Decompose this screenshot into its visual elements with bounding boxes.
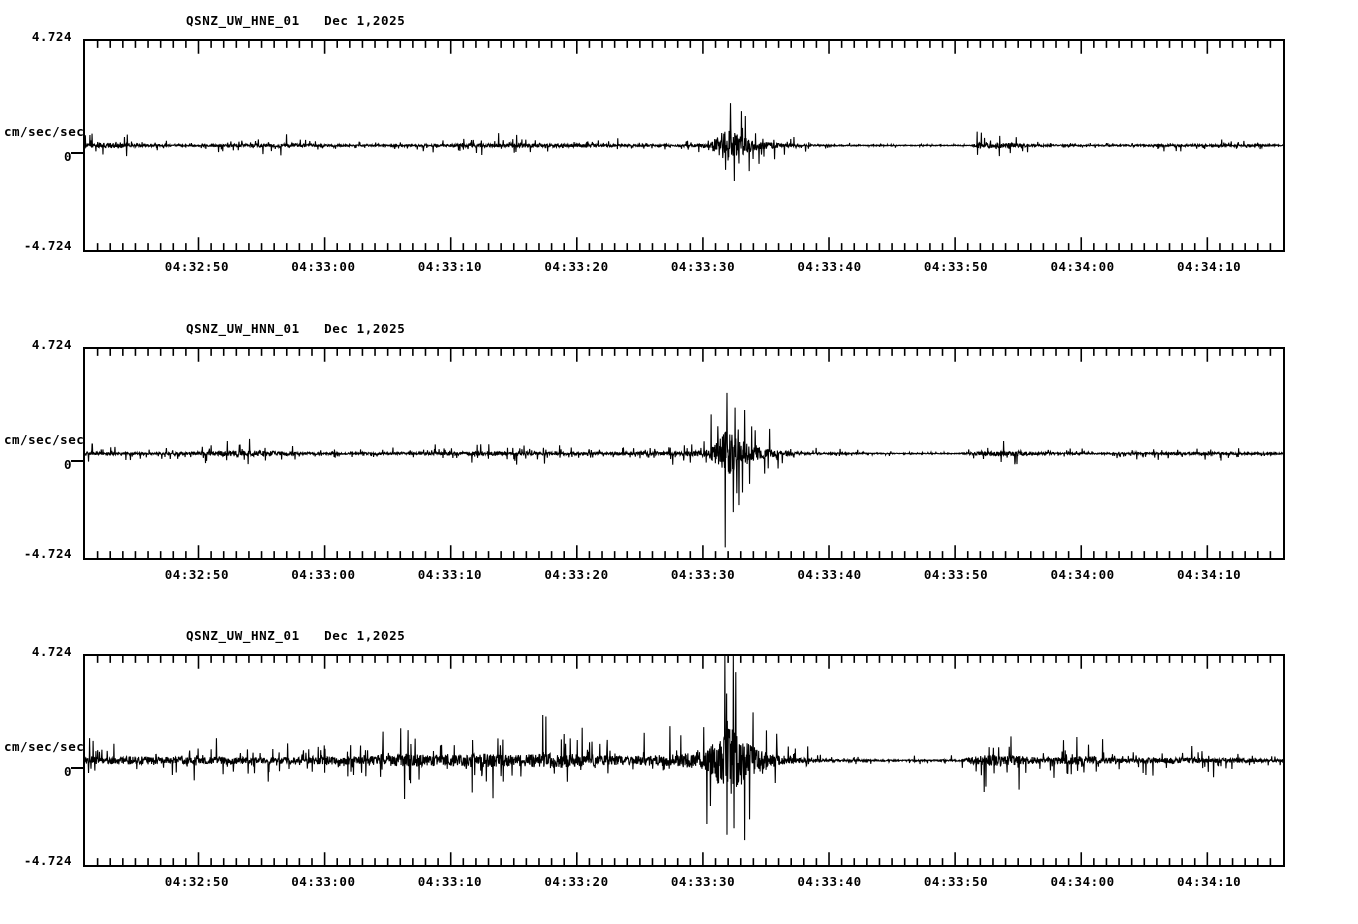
x-axis-tick-label: 04:33:40 xyxy=(797,259,862,274)
seismic-trace xyxy=(85,392,1283,548)
seismogram-panel: QSNZ_UW_HNE_01 Dec 1,2025 4.724 cm/sec/sec… xyxy=(0,14,1358,304)
x-axis-tick-label: 04:33:00 xyxy=(291,567,356,582)
panel-title: QSNZ_UW_HNN_01 Dec 1,2025 xyxy=(186,321,406,336)
trace-canvas xyxy=(85,41,1283,250)
y-axis-zero-tick xyxy=(71,460,83,462)
x-axis-tick-label: 04:34:10 xyxy=(1176,259,1242,274)
y-axis-min-label: -4.724 xyxy=(23,238,72,253)
x-axis-tick-label: 04:34:00 xyxy=(1050,567,1115,582)
x-axis-tick-label: 04:34:10 xyxy=(1176,874,1242,889)
y-axis-max-label: 4.724 xyxy=(31,29,72,44)
y-axis-min-label: -4.724 xyxy=(23,546,72,561)
x-axis-tick-label: 04:33:00 xyxy=(291,874,356,889)
x-axis-tick-label: 04:32:50 xyxy=(164,874,229,889)
y-axis-zero-tick xyxy=(71,152,83,154)
axis-ticks xyxy=(96,41,1272,250)
x-axis-tick-label: 04:34:00 xyxy=(1050,874,1115,889)
x-axis-tick-label: 04:33:40 xyxy=(797,874,862,889)
x-axis-tick-label: 04:33:50 xyxy=(923,567,989,582)
y-axis-min-label: -4.724 xyxy=(23,853,72,868)
x-axis-tick-label: 04:33:30 xyxy=(670,874,736,889)
x-axis-tick-label: 04:32:50 xyxy=(164,567,229,582)
x-axis-tick-label: 04:33:20 xyxy=(544,259,609,274)
y-axis-units-label: cm/sec/sec xyxy=(4,124,85,139)
y-axis-units-label: cm/sec/sec xyxy=(4,739,85,754)
trace-canvas xyxy=(85,349,1283,558)
axis-ticks xyxy=(96,656,1272,865)
x-axis-tick-label: 04:33:10 xyxy=(417,567,482,582)
seismic-trace xyxy=(85,656,1283,841)
x-axis-tick-label: 04:33:20 xyxy=(544,874,609,889)
x-axis-tick-label: 04:33:10 xyxy=(417,259,482,274)
y-axis-zero-tick xyxy=(71,767,83,769)
y-axis-max-label: 4.724 xyxy=(31,337,72,352)
x-axis-tick-label: 04:33:40 xyxy=(797,567,862,582)
x-axis-tick-label: 04:33:50 xyxy=(923,259,989,274)
y-axis-zero-label: 0 xyxy=(63,149,72,164)
plot-frame xyxy=(83,39,1285,252)
plot-frame xyxy=(83,347,1285,560)
x-axis-tick-label: 04:33:20 xyxy=(544,567,609,582)
panel-title: QSNZ_UW_HNZ_01 Dec 1,2025 xyxy=(186,628,406,643)
y-axis-units-label: cm/sec/sec xyxy=(4,432,85,447)
x-axis-tick-labels: 04:32:50 04:33:00 04:33:10 04:33:20 04:33:30… xyxy=(0,255,1358,277)
y-axis-zero-label: 0 xyxy=(63,457,72,472)
x-axis-tick-label: 04:32:50 xyxy=(164,259,229,274)
panel-title: QSNZ_UW_HNE_01 Dec 1,2025 xyxy=(186,13,406,28)
y-axis-max-label: 4.724 xyxy=(31,644,72,659)
axis-ticks xyxy=(96,349,1272,558)
seismogram-panel: QSNZ_UW_HNZ_01 Dec 1,2025 4.724 cm/sec/sec… xyxy=(0,629,1358,919)
x-axis-tick-label: 04:34:00 xyxy=(1050,259,1115,274)
y-axis-zero-label: 0 xyxy=(63,764,72,779)
x-axis-tick-label: 04:33:50 xyxy=(923,874,989,889)
seismic-trace xyxy=(85,103,1283,182)
seismogram-panel: QSNZ_UW_HNN_01 Dec 1,2025 4.724 cm/sec/sec… xyxy=(0,322,1358,612)
x-axis-tick-label: 04:33:10 xyxy=(417,874,482,889)
x-axis-tick-label: 04:33:30 xyxy=(670,259,736,274)
x-axis-tick-label: 04:33:00 xyxy=(291,259,356,274)
x-axis-tick-labels: 04:32:50 04:33:00 04:33:10 04:33:20 04:33:30… xyxy=(0,870,1358,892)
plot-frame xyxy=(83,654,1285,867)
x-axis-tick-label: 04:33:30 xyxy=(670,567,736,582)
trace-canvas xyxy=(85,656,1283,865)
x-axis-tick-label: 04:34:10 xyxy=(1176,567,1242,582)
x-axis-tick-labels: 04:32:50 04:33:00 04:33:10 04:33:20 04:33:30… xyxy=(0,563,1358,585)
